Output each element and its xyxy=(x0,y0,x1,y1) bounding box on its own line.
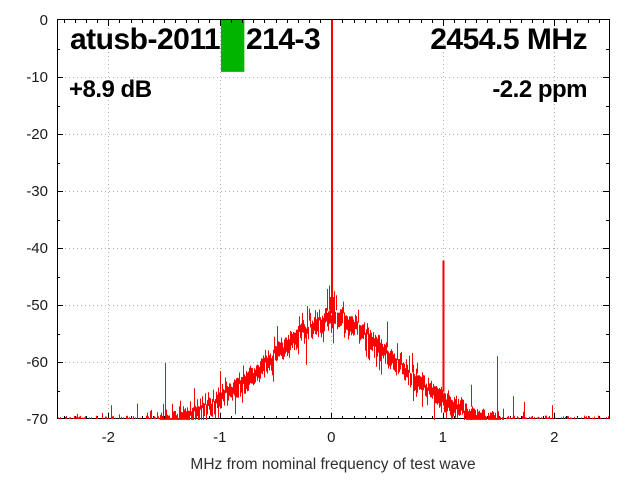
x-tick-label: 2 xyxy=(550,429,558,446)
x-tick-label: -1 xyxy=(213,429,226,446)
pass-indicator xyxy=(220,20,245,72)
y-tick-label: -60 xyxy=(26,354,48,371)
plot-border xyxy=(57,19,610,419)
y-tick-label: -70 xyxy=(26,411,48,428)
y-tick-label: -50 xyxy=(26,297,48,314)
center-frequency-label: 2454.5 MHz xyxy=(430,23,587,56)
x-axis-title: MHz from nominal frequency of test wave xyxy=(190,456,475,473)
axis-ticks xyxy=(57,20,609,419)
test-board-label: 214-3 xyxy=(246,23,321,56)
y-tick-label: -10 xyxy=(26,69,48,86)
x-tick-label: 1 xyxy=(439,429,447,446)
frequency-error-label: -2.2 ppm xyxy=(492,76,587,103)
y-tick-label: 0 xyxy=(40,12,48,29)
x-tick-label: 0 xyxy=(327,429,335,446)
power-offset-label: +8.9 dB xyxy=(69,76,152,103)
test-run-label: atusb-2011 xyxy=(70,23,221,56)
y-tick-label: -40 xyxy=(26,240,48,257)
spectrum-trace xyxy=(58,260,609,420)
x-tick-label: -2 xyxy=(102,429,115,446)
y-tick-label: -20 xyxy=(26,126,48,143)
y-tick-label: -30 xyxy=(26,183,48,200)
